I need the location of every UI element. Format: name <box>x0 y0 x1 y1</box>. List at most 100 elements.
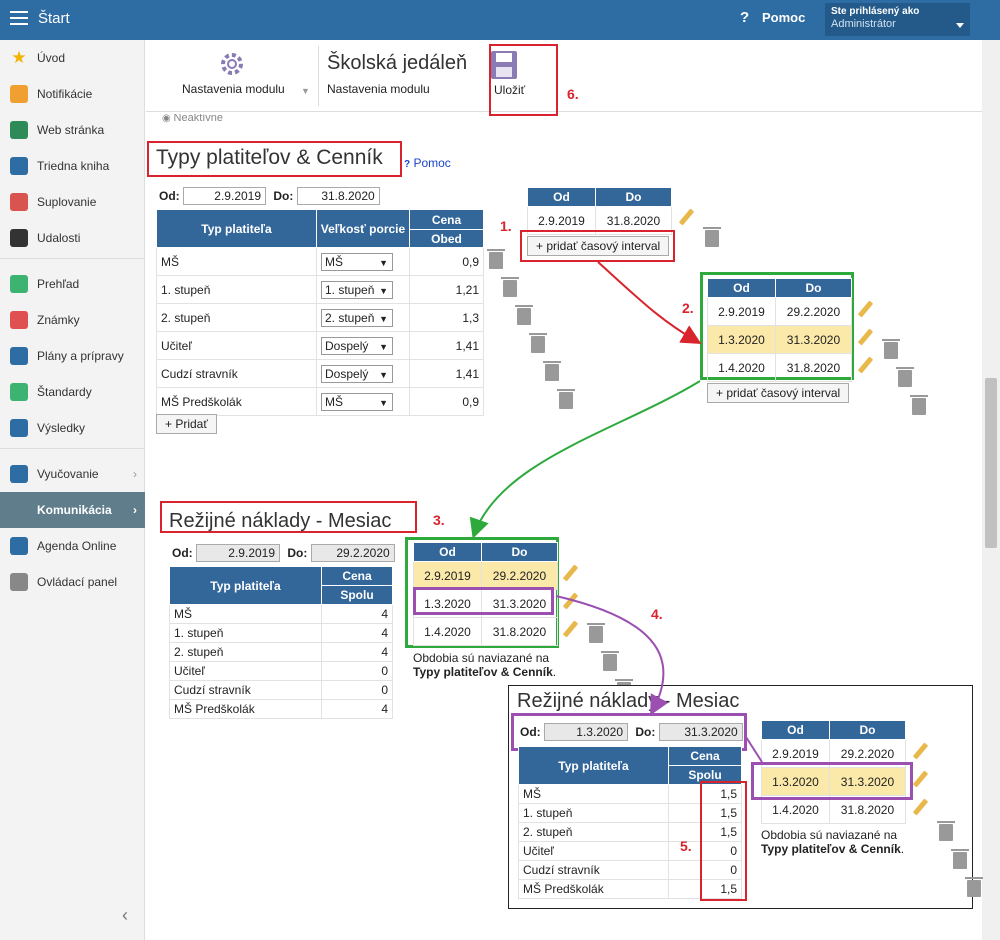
price-cell[interactable]: 1,41 <box>409 331 484 360</box>
value-cell[interactable]: 1,5 <box>668 784 742 804</box>
trash-icon[interactable] <box>529 333 547 353</box>
sidebar-item-briefcase[interactable]: Plány a prípravy <box>0 338 145 374</box>
note-link[interactable]: Typy platiteľov & Cenník <box>761 842 901 856</box>
add-interval-label[interactable]: + pridať časový interval <box>707 383 850 403</box>
interval-table-march: Od Do 2.9.2019 29.2.2020 1.3.2020 31.3.2020 1… <box>761 720 907 824</box>
chevron-down-icon[interactable]: ▼ <box>301 86 310 96</box>
help-icon[interactable]: ? <box>740 9 750 26</box>
trash-icon[interactable] <box>965 877 983 897</box>
linked-note-2: Obdobia sú naviazané na Typy platiteľov &… <box>761 828 904 856</box>
table-row[interactable]: 1.3.2020 31.3.2020 <box>761 767 907 796</box>
sidebar-item-grade[interactable]: Známky <box>0 302 145 338</box>
add-row-button[interactable]: + Pridať <box>156 414 217 434</box>
payer-type-cell: Cudzí stravník <box>169 680 322 700</box>
trash-icon[interactable] <box>703 227 721 247</box>
trash-icon[interactable] <box>951 849 969 869</box>
payer-type-cell: MŠ Predškolák <box>518 879 669 899</box>
trash-icon[interactable] <box>515 305 533 325</box>
help-link[interactable]: Pomoc <box>762 10 806 25</box>
table-row[interactable]: 1.4.2020 31.8.2020 <box>413 617 559 646</box>
floppy-disk-icon[interactable] <box>490 50 518 80</box>
col-total: Spolu <box>668 765 742 785</box>
add-interval-button[interactable]: + pridať časový interval <box>527 236 670 256</box>
col-payer-type: Typ platiteľa <box>518 746 669 785</box>
interval-table-linked: Od Do 2.9.2019 29.2.2020 1.3.2020 31.3.2020 1… <box>413 542 559 646</box>
login-user: Administrátor <box>831 18 896 30</box>
value-cell[interactable]: 4 <box>321 699 393 719</box>
table-row: 1. stupeň 4 <box>169 623 393 643</box>
user-menu[interactable]: Ste prihlásený ako Administrátor <box>825 3 970 36</box>
trash-icon[interactable] <box>587 623 605 643</box>
sidebar-item-star[interactable]: ★ Úvod <box>0 40 145 76</box>
sidebar-item-label: Známky <box>37 313 80 327</box>
note-link[interactable]: Typy platiteľov & Cenník <box>413 665 553 679</box>
add-interval-label[interactable]: + pridať časový interval <box>527 236 670 256</box>
table-row[interactable]: 2.9.2019 29.2.2020 <box>413 561 559 590</box>
radio-icon: ◉ <box>162 114 174 123</box>
portion-cell: Dospelý <box>316 331 410 360</box>
portion-select[interactable]: Dospelý <box>321 364 393 383</box>
price-cell[interactable]: 0,9 <box>409 247 484 276</box>
help-link-section[interactable]: ? Pomoc <box>404 156 451 170</box>
app-title[interactable]: Štart <box>38 10 70 27</box>
sidebar-item-chat[interactable]: Komunikácia › <box>0 492 145 528</box>
od-input[interactable]: 1.3.2020 <box>544 723 629 741</box>
add-interval-button-2[interactable]: + pridať časový interval <box>707 383 850 403</box>
sidebar-item-home[interactable]: Web stránka <box>0 112 145 148</box>
sidebar-item-shield[interactable]: Štandardy <box>0 374 145 410</box>
price-cell[interactable]: 0,9 <box>409 387 484 416</box>
do-input[interactable]: 31.3.2020 <box>658 723 743 741</box>
scrollbar[interactable] <box>982 40 1000 940</box>
sidebar-item-pen[interactable]: Agenda Online <box>0 528 145 564</box>
table-row[interactable]: 1.4.2020 31.8.2020 <box>707 353 853 382</box>
portion-select[interactable]: MŠ <box>321 252 393 271</box>
od-input[interactable]: 2.9.2019 <box>183 187 267 205</box>
trash-icon[interactable] <box>896 367 914 387</box>
sidebar-item-book[interactable]: Triedna kniha <box>0 148 145 184</box>
portion-select[interactable]: 2. stupeň <box>321 308 393 327</box>
gear-icon[interactable] <box>218 50 246 78</box>
sidebar-item-user[interactable]: Suplovanie <box>0 184 145 220</box>
trash-icon[interactable] <box>543 361 561 381</box>
bar-chart-icon <box>10 419 28 437</box>
sidebar-item-check-circle[interactable]: Prehľad <box>0 266 145 302</box>
value-cell[interactable]: 1,5 <box>668 879 742 899</box>
highlight-add-interval <box>520 230 675 262</box>
price-cell[interactable]: 1,3 <box>409 303 484 332</box>
hamburger-menu-icon[interactable] <box>10 11 28 27</box>
trash-icon[interactable] <box>882 339 900 359</box>
table-row[interactable]: 1.3.2020 31.3.2020 <box>707 325 853 354</box>
scrollbar-thumb[interactable] <box>985 378 997 548</box>
add-row-label[interactable]: + Pridať <box>156 414 217 434</box>
interval-do-cell: 31.8.2020 <box>774 353 853 382</box>
sidebar-item-envelope[interactable]: Notifikácie <box>0 76 145 112</box>
do-input[interactable]: 31.8.2020 <box>296 187 380 205</box>
sidebar-item-gear[interactable]: Ovládací panel <box>0 564 145 600</box>
trash-icon[interactable] <box>601 651 619 671</box>
trash-icon[interactable] <box>937 821 955 841</box>
step-3-label: 3. <box>433 512 445 528</box>
sidebar-item-screen[interactable]: Vyučovanie › <box>0 456 145 492</box>
sidebar-item-label: Suplovanie <box>37 195 97 209</box>
col-payer-type: Typ platiteľa <box>156 209 317 248</box>
save-button[interactable]: Uložiť <box>494 83 526 97</box>
portion-select[interactable]: 1. stupeň <box>321 280 393 299</box>
trash-icon[interactable] <box>910 395 928 415</box>
sidebar-item-calendar[interactable]: Udalosti <box>0 220 145 256</box>
collapse-sidebar-icon[interactable]: ‹ <box>122 905 128 925</box>
module-settings-button[interactable]: Nastavenia modulu <box>182 82 285 96</box>
calendar-icon <box>10 229 28 247</box>
value-cell[interactable]: 4 <box>321 623 393 643</box>
col-payer-type: Typ platiteľa <box>169 566 322 605</box>
portion-cell: MŠ <box>316 387 410 416</box>
portion-select[interactable]: Dospelý <box>321 336 393 355</box>
portion-select[interactable]: MŠ <box>321 392 393 411</box>
od-input[interactable]: 2.9.2019 <box>196 544 281 562</box>
interval-do-cell: 31.8.2020 <box>480 617 559 646</box>
trash-icon[interactable] <box>557 389 575 409</box>
do-input[interactable]: 29.2.2020 <box>310 544 395 562</box>
trash-icon[interactable] <box>487 249 505 269</box>
trash-icon[interactable] <box>501 277 519 297</box>
sidebar-item-bar-chart[interactable]: Výsledky <box>0 410 145 446</box>
